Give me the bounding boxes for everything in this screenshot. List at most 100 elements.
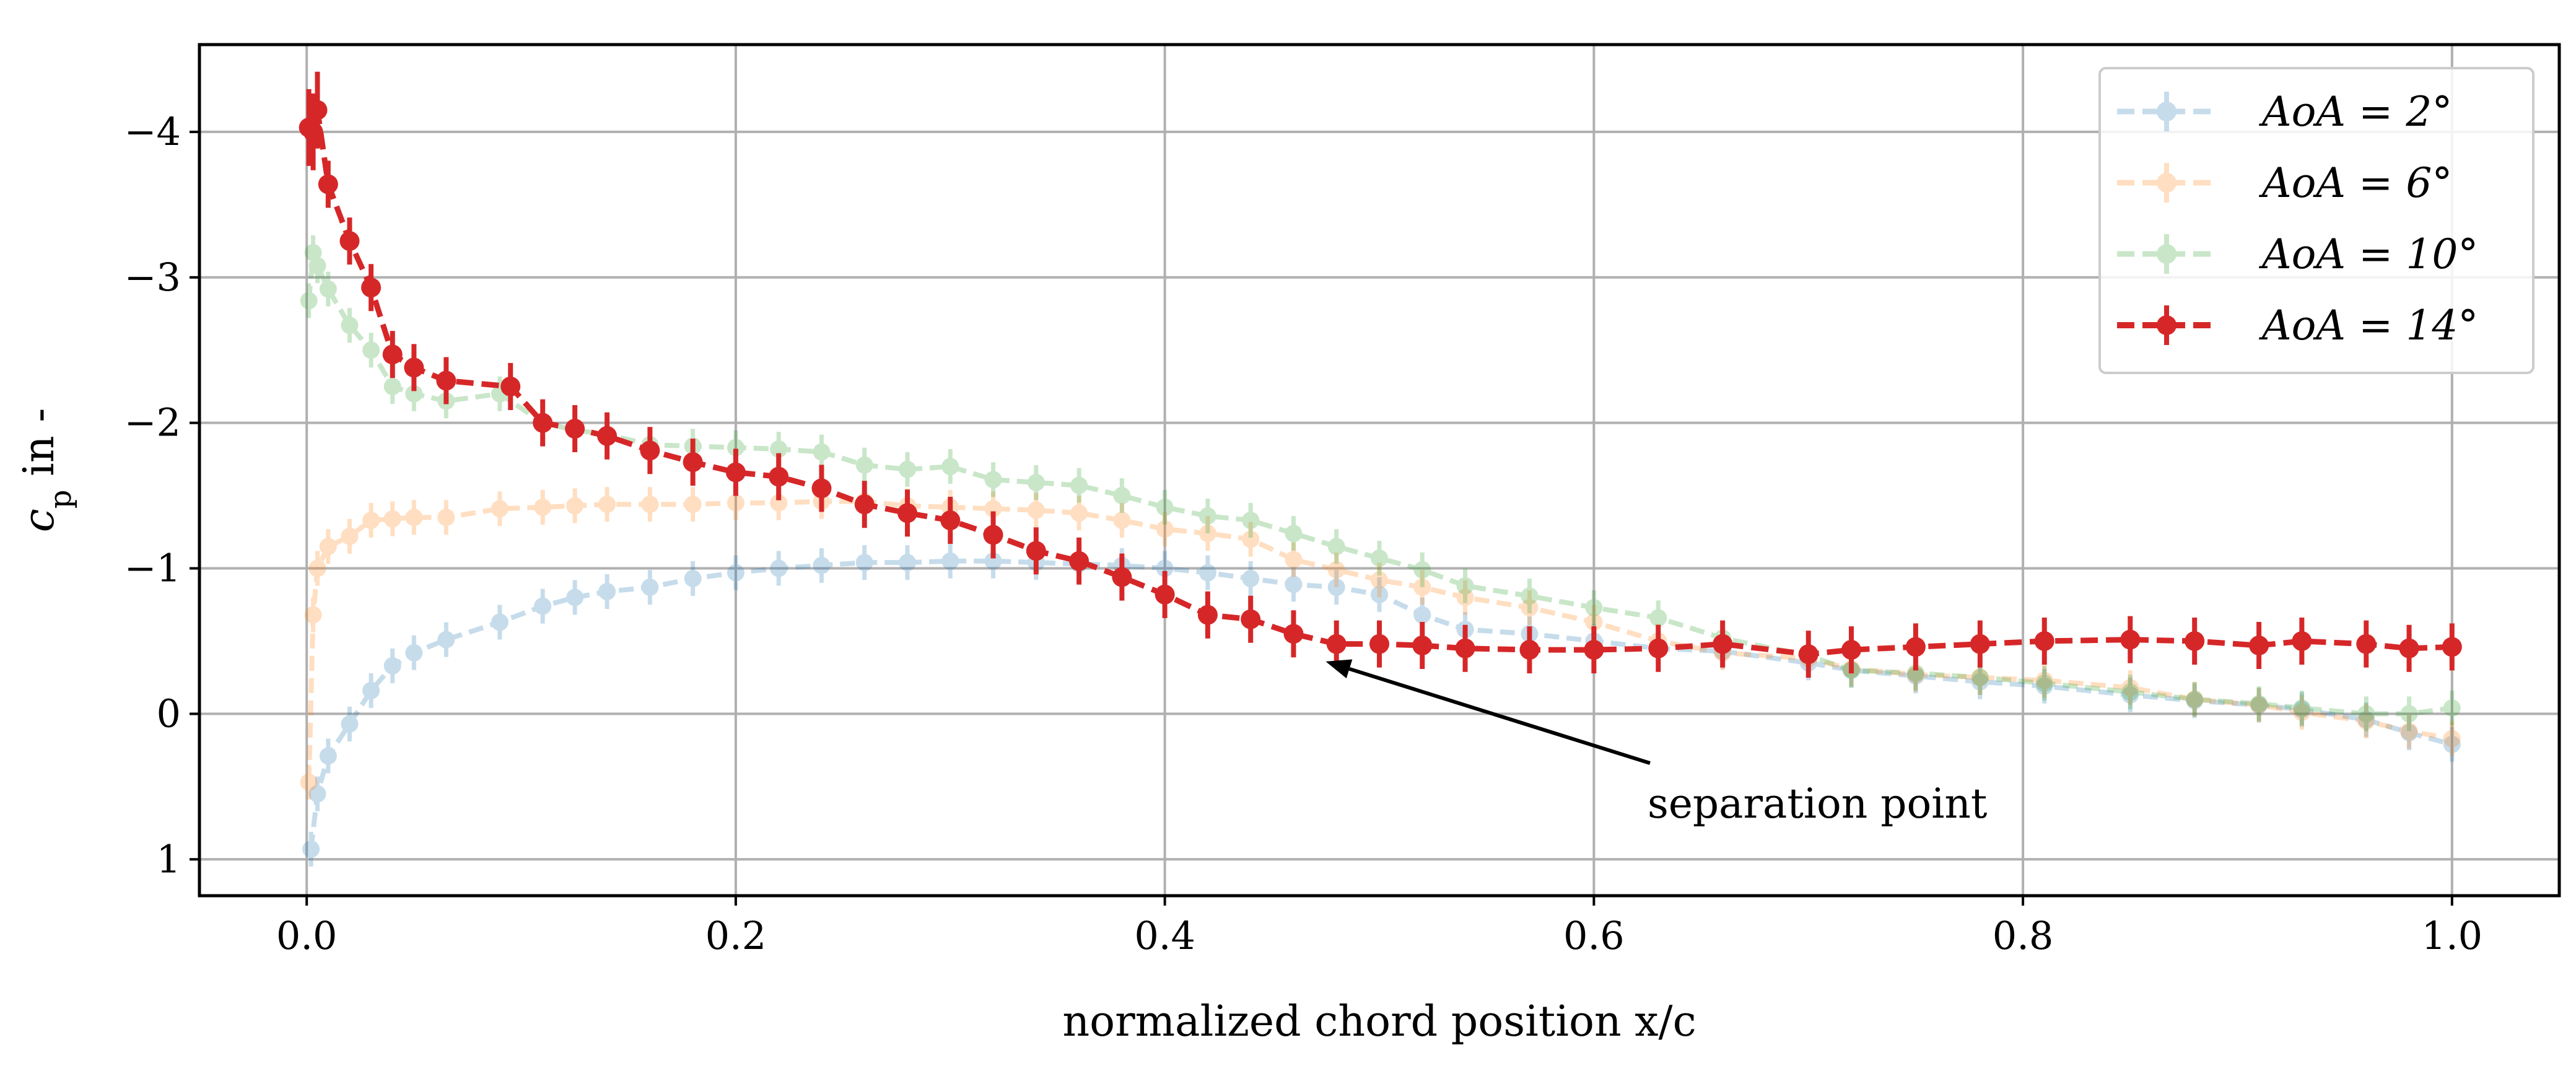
data-point xyxy=(1241,609,1261,629)
data-point xyxy=(307,100,328,120)
data-point xyxy=(770,440,788,458)
data-point xyxy=(1155,584,1175,605)
data-point xyxy=(1970,634,1990,654)
data-point xyxy=(1371,585,1388,603)
annotation-arrow xyxy=(1348,667,1651,765)
y-tick-label: 1 xyxy=(157,836,181,881)
data-point xyxy=(2034,631,2054,651)
data-point xyxy=(984,471,1002,489)
data-point xyxy=(1906,664,1924,682)
data-point xyxy=(597,426,618,446)
annotation-arrowhead xyxy=(1325,659,1353,679)
data-point xyxy=(341,715,359,733)
data-point xyxy=(984,552,1002,570)
annotation-label: separation point xyxy=(1648,780,1987,828)
data-point xyxy=(2400,723,2418,741)
data-point xyxy=(1327,538,1345,556)
legend-entry-marker xyxy=(2117,305,2216,345)
legend-box xyxy=(2098,67,2535,374)
data-point xyxy=(1584,640,1604,660)
data-point xyxy=(1585,598,1603,616)
data-point xyxy=(1198,564,1216,582)
data-point xyxy=(2120,629,2141,650)
data-point xyxy=(598,583,616,601)
data-point xyxy=(727,564,744,582)
data-point xyxy=(1521,598,1539,616)
data-point xyxy=(304,243,322,261)
legend-marker xyxy=(2157,102,2177,121)
plot-frame xyxy=(198,43,2561,898)
data-point xyxy=(339,231,360,251)
data-point xyxy=(1197,605,1218,625)
data-point xyxy=(813,556,831,574)
data-point xyxy=(341,317,359,334)
data-point xyxy=(319,747,337,765)
data-point xyxy=(491,613,509,631)
data-point xyxy=(2357,712,2375,730)
data-point xyxy=(770,494,788,512)
data-point xyxy=(500,376,521,396)
data-point xyxy=(2250,696,2268,714)
data-point xyxy=(308,785,326,803)
data-point xyxy=(1456,577,1474,595)
x-tick-label: 0.8 xyxy=(1993,913,2054,958)
data-point xyxy=(1906,667,1924,685)
legend-entry-marker xyxy=(2117,92,2216,131)
data-point xyxy=(405,644,423,662)
data-point xyxy=(533,413,553,433)
data-point xyxy=(2293,704,2311,722)
data-point xyxy=(2399,638,2419,658)
data-point xyxy=(1413,561,1431,579)
data-point xyxy=(683,452,703,473)
data-point xyxy=(1285,575,1303,593)
data-point xyxy=(491,500,509,518)
data-point xyxy=(1371,549,1388,567)
data-point xyxy=(813,443,831,461)
data-point xyxy=(436,370,456,391)
data-point xyxy=(1285,551,1303,569)
data-point xyxy=(2121,683,2139,701)
x-tick-label: 0.2 xyxy=(705,913,767,958)
data-point xyxy=(1371,571,1388,589)
legend-label: AoA = 10° xyxy=(2258,230,2478,278)
data-point xyxy=(2400,705,2418,723)
series-line xyxy=(306,250,2453,717)
data-point xyxy=(1027,501,1045,519)
data-point xyxy=(319,280,337,298)
x-tick-label: 0.0 xyxy=(276,913,338,958)
y-tick-label: 0 xyxy=(157,691,181,736)
data-point xyxy=(1369,634,1389,654)
data-point xyxy=(940,510,961,531)
data-point xyxy=(2035,675,2053,693)
data-point xyxy=(727,439,744,457)
data-point xyxy=(1798,644,1818,665)
data-point xyxy=(941,552,959,570)
legend: AoA = 2° AoA = 6° AoA = 10° AoA = 14° xyxy=(2098,67,2535,374)
data-point xyxy=(308,559,326,577)
legend-entry-marker xyxy=(2117,163,2216,203)
legend-entry-marker xyxy=(2117,234,2216,274)
data-point xyxy=(1242,530,1260,548)
y-tick-label: −1 xyxy=(124,546,181,591)
data-point xyxy=(382,344,403,365)
data-point xyxy=(318,174,338,195)
data-point xyxy=(2356,634,2377,654)
data-point xyxy=(405,509,423,527)
data-point xyxy=(1906,665,1924,683)
data-point xyxy=(362,681,380,699)
data-point xyxy=(308,257,326,275)
data-point xyxy=(1456,588,1474,606)
legend-label: AoA = 14° xyxy=(2258,302,2478,349)
x-tick-label: 1.0 xyxy=(2422,913,2483,958)
legend-marker xyxy=(2157,315,2177,335)
x-tick-label: 0.6 xyxy=(1563,913,1625,958)
data-point xyxy=(1070,504,1088,522)
data-point xyxy=(1327,579,1345,597)
legend-label: AoA = 2° xyxy=(2258,88,2452,136)
data-point xyxy=(1027,473,1045,491)
data-point xyxy=(1198,507,1216,525)
data-point xyxy=(1521,587,1539,605)
data-point xyxy=(725,462,746,483)
data-point xyxy=(341,527,359,545)
